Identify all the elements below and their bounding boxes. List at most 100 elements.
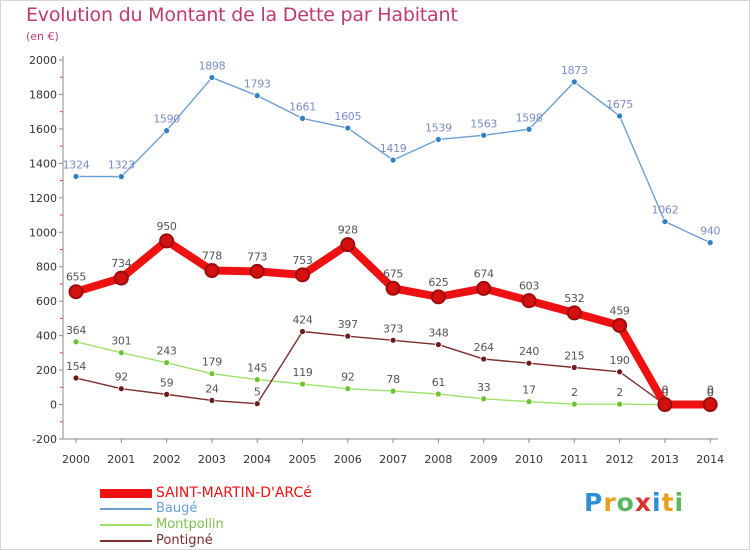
data-point — [570, 400, 578, 408]
data-label: 424 — [292, 314, 312, 327]
data-label: 0 — [662, 387, 669, 400]
data-point — [430, 289, 446, 305]
data-label: 1793 — [244, 78, 271, 91]
logo-letter: i — [674, 488, 685, 517]
data-label: 1898 — [199, 60, 226, 73]
data-label: 0 — [662, 384, 669, 397]
y-tick-label: 200 — [36, 364, 57, 377]
data-point — [249, 263, 265, 279]
x-tick-label: 2013 — [651, 453, 679, 466]
data-label: 119 — [292, 366, 312, 379]
data-label: 940 — [700, 225, 720, 238]
data-label: 1323 — [108, 159, 135, 172]
data-label: 1590 — [153, 113, 180, 126]
proxiti-logo: Proxiti — [584, 488, 684, 517]
data-point — [72, 173, 80, 180]
y-tick-label: -200 — [32, 433, 57, 446]
data-label: 1873 — [561, 64, 588, 77]
data-point — [163, 390, 171, 398]
y-tick-label: 1000 — [29, 226, 57, 239]
data-label: 603 — [519, 280, 539, 293]
legend-swatch-bauge — [100, 508, 152, 510]
data-point — [616, 112, 623, 120]
data-point — [72, 338, 80, 346]
data-label: 243 — [157, 345, 177, 358]
data-point — [208, 74, 216, 81]
data-label: 92 — [115, 371, 128, 384]
data-point — [159, 233, 175, 249]
data-point — [253, 400, 261, 408]
data-label: 24 — [205, 382, 219, 395]
legend-label-pontigne: Pontigné — [156, 533, 213, 548]
data-point — [480, 395, 488, 403]
data-label: 364 — [66, 324, 86, 337]
logo-letter: o — [616, 488, 635, 517]
data-point — [253, 92, 261, 100]
x-tick-label: 2003 — [198, 453, 226, 466]
x-tick-label: 2012 — [606, 453, 634, 466]
x-tick-label: 2006 — [334, 453, 362, 466]
data-point — [525, 359, 533, 367]
chart-title: Evolution du Montant de la Dette par Hab… — [26, 4, 458, 26]
data-label: 1661 — [289, 100, 316, 113]
y-tick-label: 800 — [36, 261, 57, 274]
data-label: 625 — [428, 276, 448, 289]
data-point — [480, 355, 488, 363]
data-point — [299, 380, 306, 388]
logo-letter: r — [603, 488, 617, 517]
data-label: 0 — [707, 387, 714, 400]
data-label: 674 — [474, 267, 494, 280]
data-point — [117, 349, 125, 357]
data-label: 0 — [707, 384, 714, 397]
data-point — [204, 263, 220, 279]
y-tick-label: 1800 — [29, 88, 57, 101]
data-label: 301 — [111, 335, 131, 348]
chart-subtitle: (en €) — [26, 30, 59, 43]
data-point — [344, 124, 352, 132]
legend-label-saint-martin: SAINT-MARTIN-D'ARCé — [156, 485, 312, 501]
data-label: 373 — [383, 322, 403, 335]
data-point — [163, 127, 171, 135]
data-point — [434, 136, 442, 143]
data-label: 154 — [66, 360, 86, 373]
data-label: 675 — [383, 267, 403, 280]
x-tick-label: 2009 — [470, 453, 498, 466]
data-label: 240 — [519, 345, 539, 358]
data-label: 2 — [571, 386, 578, 399]
data-point — [208, 397, 216, 404]
x-tick-label: 2008 — [424, 453, 452, 466]
data-point — [344, 332, 352, 340]
data-point — [208, 370, 216, 378]
x-tick-label: 2007 — [379, 453, 407, 466]
data-label: 1605 — [334, 110, 361, 123]
x-tick-label: 2011 — [560, 453, 588, 466]
data-point — [340, 237, 356, 253]
x-tick-label: 2005 — [289, 453, 317, 466]
y-tick-label: 1400 — [29, 157, 57, 170]
data-point — [389, 156, 397, 164]
data-point — [616, 368, 623, 376]
logo-letter: x — [634, 488, 652, 517]
data-point — [480, 131, 488, 139]
data-point — [570, 364, 578, 371]
data-label: 459 — [610, 304, 630, 317]
data-label: 1419 — [380, 142, 407, 155]
logo-letter: t — [661, 488, 675, 517]
data-label: 33 — [477, 381, 491, 394]
data-point — [616, 400, 623, 408]
data-label: 92 — [341, 371, 354, 384]
data-point — [344, 385, 352, 393]
data-point — [434, 390, 442, 398]
data-point — [525, 398, 533, 406]
data-label: 1563 — [470, 117, 497, 130]
legend-swatch-saint-martin — [100, 489, 152, 498]
data-label: 1598 — [516, 111, 543, 124]
legend-swatch-montpollin — [100, 524, 152, 526]
data-label: 655 — [66, 271, 86, 284]
data-label: 348 — [428, 327, 448, 340]
data-label: 734 — [111, 257, 131, 270]
data-point — [389, 387, 397, 395]
x-tick-label: 2010 — [515, 453, 543, 466]
data-label: 773 — [247, 250, 267, 263]
